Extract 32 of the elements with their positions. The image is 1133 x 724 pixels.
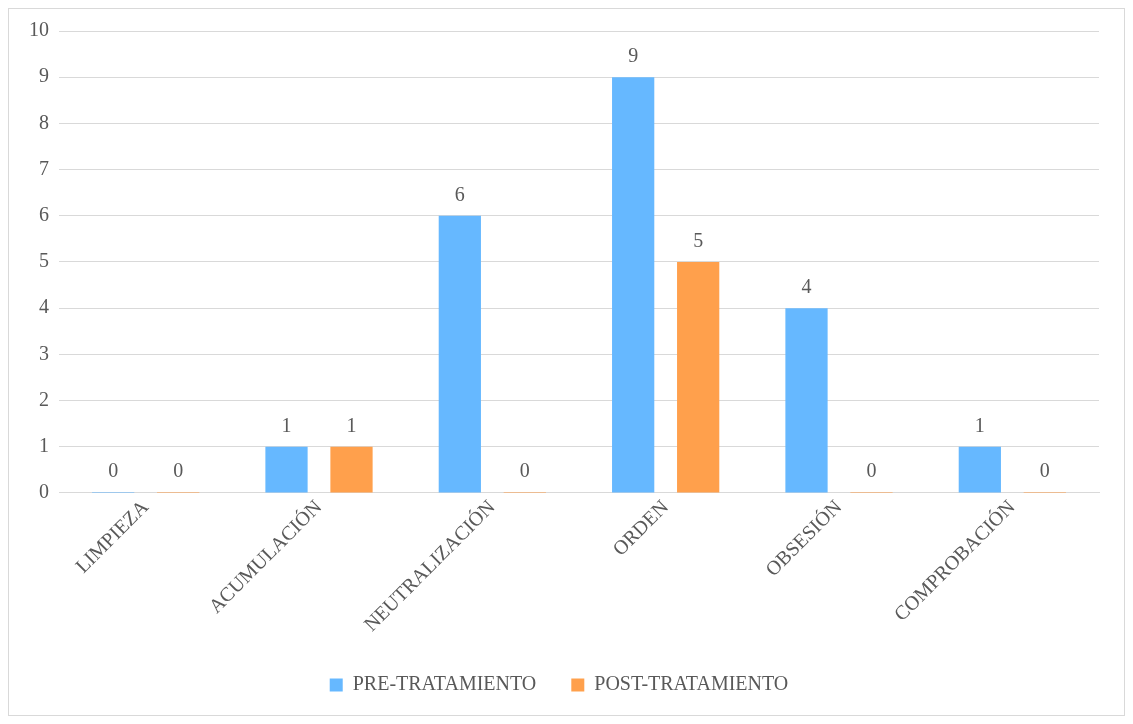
- data-label: 4: [801, 275, 812, 298]
- y-tick-label: 7: [39, 156, 49, 179]
- data-label: 9: [628, 44, 639, 67]
- y-tick-label: 0: [39, 480, 49, 503]
- y-tick-label: 5: [39, 249, 49, 272]
- legend-label: POST-TRATAMIENTO: [594, 672, 789, 695]
- data-label: 1: [281, 413, 292, 436]
- data-label: 0: [866, 459, 877, 482]
- bar: [958, 446, 1001, 493]
- bar: [438, 215, 481, 493]
- data-label: 1: [974, 413, 985, 436]
- bar: [612, 77, 655, 493]
- y-tick-label: 9: [39, 64, 49, 87]
- y-tick-label: 3: [39, 341, 49, 364]
- data-label: 1: [346, 413, 357, 436]
- bar: [330, 446, 373, 493]
- data-label: 0: [108, 459, 119, 482]
- y-tick-label: 6: [39, 203, 49, 226]
- data-label: 6: [454, 183, 465, 206]
- y-tick-label: 10: [29, 18, 49, 41]
- data-label: 5: [693, 229, 704, 252]
- y-tick-label: 1: [39, 433, 49, 456]
- data-label: 0: [1039, 459, 1050, 482]
- y-tick-label: 4: [39, 295, 49, 318]
- bar: [785, 308, 828, 493]
- bar: [265, 446, 308, 493]
- bar: [677, 261, 720, 493]
- y-tick-label: 8: [39, 110, 49, 133]
- y-tick-label: 2: [39, 387, 49, 410]
- legend-label: PRE-TRATAMIENTO: [352, 672, 537, 695]
- data-label: 0: [519, 459, 530, 482]
- data-label: 0: [173, 459, 184, 482]
